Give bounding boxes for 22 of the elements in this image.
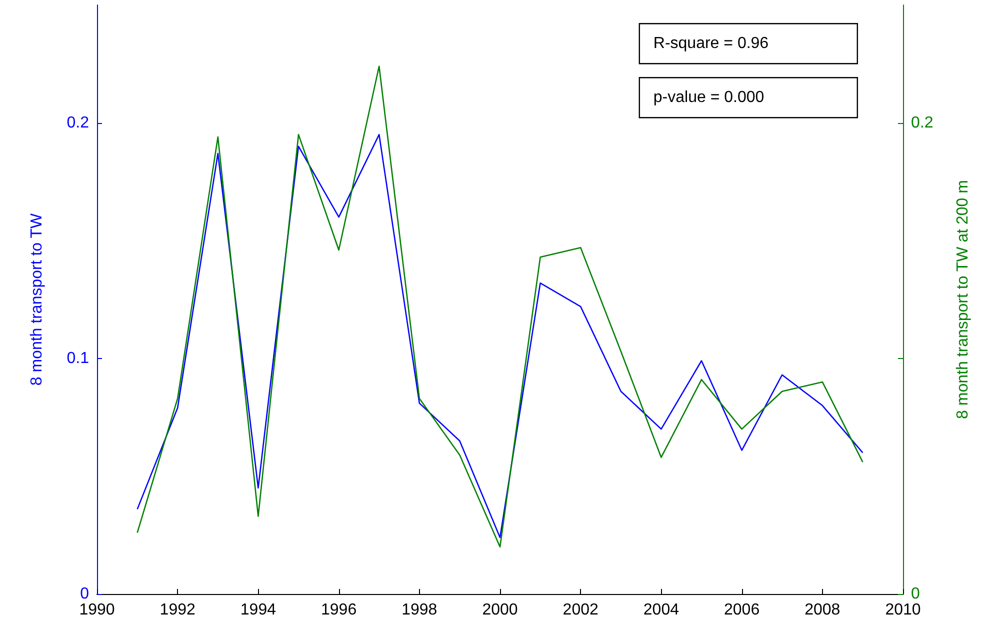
x-tick-label: 1996 xyxy=(321,602,357,618)
x-tick-label: 2010 xyxy=(885,602,921,618)
x-tick-label: 2000 xyxy=(482,602,518,618)
annotation: p-value = 0.000 xyxy=(653,89,764,106)
line-series xyxy=(136,134,864,538)
line-series xyxy=(136,66,864,548)
x-tick-label: 2006 xyxy=(724,602,760,618)
y-tick-label: 0.1 xyxy=(66,350,90,367)
x-tick-label: 1998 xyxy=(402,602,438,618)
x-tick-label: 1990 xyxy=(79,602,115,618)
x-tick-label: 1992 xyxy=(160,602,196,618)
y2-tick-label: 0.2 xyxy=(911,114,934,132)
y-tick-label: 0 xyxy=(80,586,90,602)
x-tick-label: 1994 xyxy=(240,602,276,618)
y2-axis-title: 8 month transport to TW at 200 m xyxy=(954,180,972,419)
x-tick-label: 2002 xyxy=(562,602,598,618)
annotation: R-square = 0.96 xyxy=(653,35,769,52)
y2-tick-label: 0 xyxy=(911,586,920,602)
x-tick-label: 2004 xyxy=(643,602,680,618)
y-axis-title: 8 month transport to TW xyxy=(28,212,46,386)
x-tick-label: 2008 xyxy=(804,602,840,618)
y-tick-label: 0.2 xyxy=(66,114,90,132)
